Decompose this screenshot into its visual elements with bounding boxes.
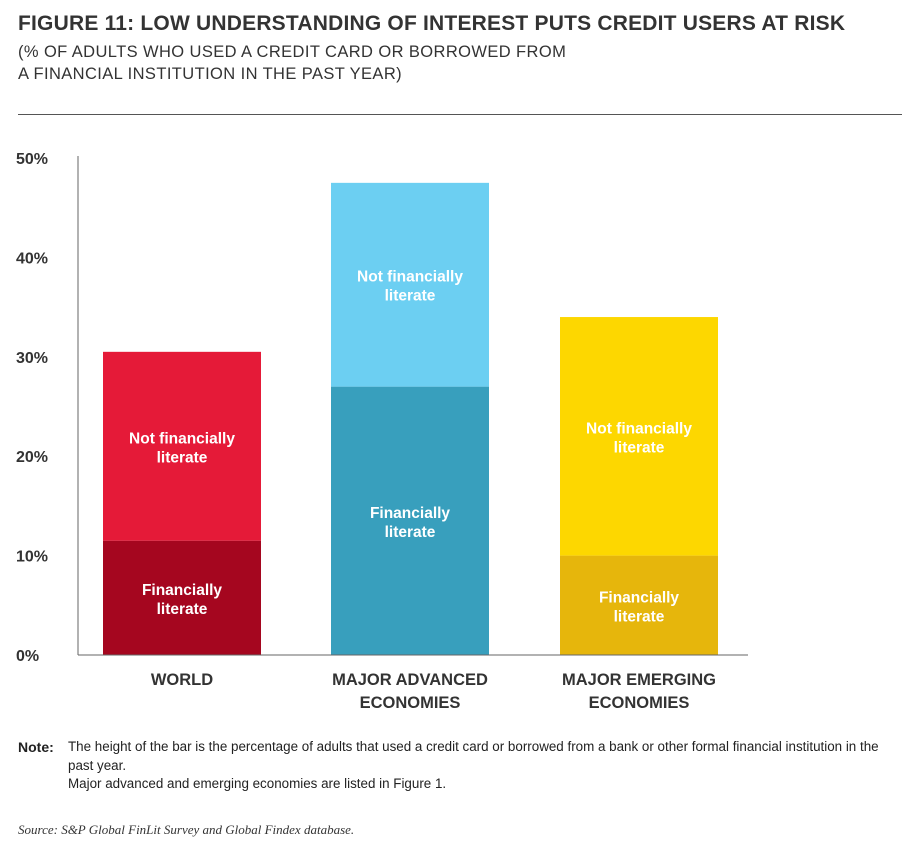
y-tick-label: 40% <box>16 250 48 267</box>
segment-label: Not financially literate <box>357 269 463 305</box>
bar-financially-literate <box>103 540 261 655</box>
chart-source: Source: S&P Global FinLit Survey and Glo… <box>18 822 355 837</box>
note-text-economies: Major advanced and emerging economies ar… <box>68 776 447 791</box>
y-tick-label: 30% <box>16 350 48 367</box>
title-divider <box>18 114 902 115</box>
x-category-label: MAJOR ADVANCED ECONOMIES <box>332 671 488 712</box>
chart-title: FIGURE 11: LOW UNDERSTANDING OF INTEREST… <box>18 12 846 35</box>
y-tick-label: 10% <box>16 549 48 566</box>
bar-not-financially-literate <box>103 351 261 541</box>
y-tick-label: 0% <box>16 648 39 665</box>
chart-note: Note: The height of the bar is the perce… <box>18 738 898 794</box>
note-label: Note: <box>18 739 54 755</box>
subtitle-line-1: (% OF ADULTS WHO USED A CREDIT CARD OR B… <box>18 43 567 61</box>
note-text: The height of the bar is the percentage … <box>68 739 879 773</box>
bar-not-financially-literate <box>560 317 718 556</box>
segment-label: Not financially literate <box>129 430 235 466</box>
subtitle-line-2: A FINANCIAL INSTITUTION IN THE PAST YEAR… <box>18 65 403 83</box>
bar-not-financially-literate <box>331 182 489 387</box>
segment-label: Financially literate <box>599 589 679 625</box>
bar-financially-literate <box>331 386 489 655</box>
y-tick-label: 20% <box>16 449 48 466</box>
stacked-bar-chart: 0% 10% 20% 30% 40% 50% Financially literate Not … <box>16 151 748 712</box>
bar-financially-literate <box>560 555 718 655</box>
segment-label: Not financially literate <box>586 420 692 456</box>
x-category-label: MAJOR EMERGING ECONOMIES <box>562 671 716 712</box>
y-tick-label: 50% <box>16 151 48 168</box>
segment-label: Financially literate <box>142 582 222 618</box>
segment-label: Financially literate <box>370 505 450 541</box>
chart-subtitle: (% OF ADULTS WHO USED A CREDIT CARD OR B… <box>18 41 566 85</box>
x-category-label: WORLD <box>151 671 213 689</box>
